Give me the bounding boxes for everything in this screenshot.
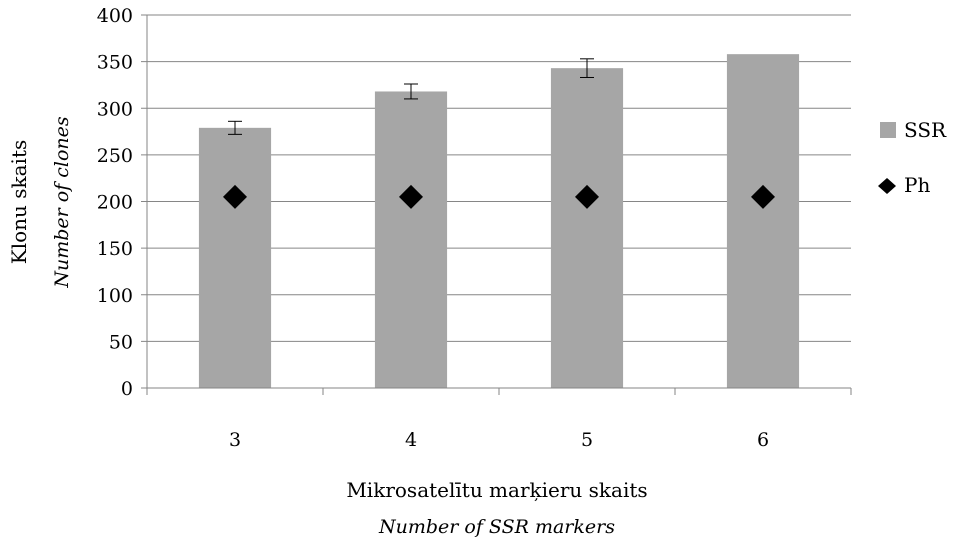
y-tick-label: 200 (97, 192, 133, 214)
legend-label-ph: Ph (904, 173, 930, 197)
bar (198, 127, 272, 389)
bar (726, 54, 800, 388)
bar (374, 91, 448, 388)
markers (223, 184, 775, 209)
legend-diamond-icon (878, 178, 896, 194)
y-tick-label: 400 (97, 5, 133, 27)
x-tick-label: 4 (405, 429, 417, 451)
error-bars (228, 58, 594, 135)
y-axis-label: Klonu skaits (7, 140, 31, 265)
x-tick-label: 6 (757, 429, 769, 451)
x-tick-labels: 3 4 5 6 (229, 429, 769, 451)
x-tick-label: 3 (229, 429, 241, 451)
x-tick-label: 5 (581, 429, 593, 451)
y-tick-label: 250 (97, 145, 133, 167)
bars (198, 54, 800, 389)
marker-point (223, 184, 247, 209)
y-tick-label: 150 (97, 238, 133, 260)
y-tick-label: 0 (121, 378, 133, 400)
marker-point (751, 184, 775, 209)
legend-swatch-ssr (880, 122, 896, 138)
marker-point (399, 184, 423, 209)
axes (141, 14, 852, 395)
y-tick-label: 350 (97, 52, 133, 74)
y-tick-label: 100 (97, 285, 133, 307)
marker-point (575, 184, 599, 209)
y-axis-label-en: Number of clones (51, 116, 73, 289)
x-axis-label-en: Number of SSR markers (378, 516, 615, 538)
y-tick-labels: 0 50 100 150 200 250 300 350 400 (97, 5, 133, 400)
bar (550, 68, 624, 388)
x-axis-label: Mikrosatelītu marķieru skaits (346, 478, 647, 502)
legend: SSR Ph (878, 118, 947, 197)
y-tick-label: 50 (109, 331, 133, 353)
y-tick-label: 300 (97, 98, 133, 120)
legend-label-ssr: SSR (904, 118, 947, 142)
